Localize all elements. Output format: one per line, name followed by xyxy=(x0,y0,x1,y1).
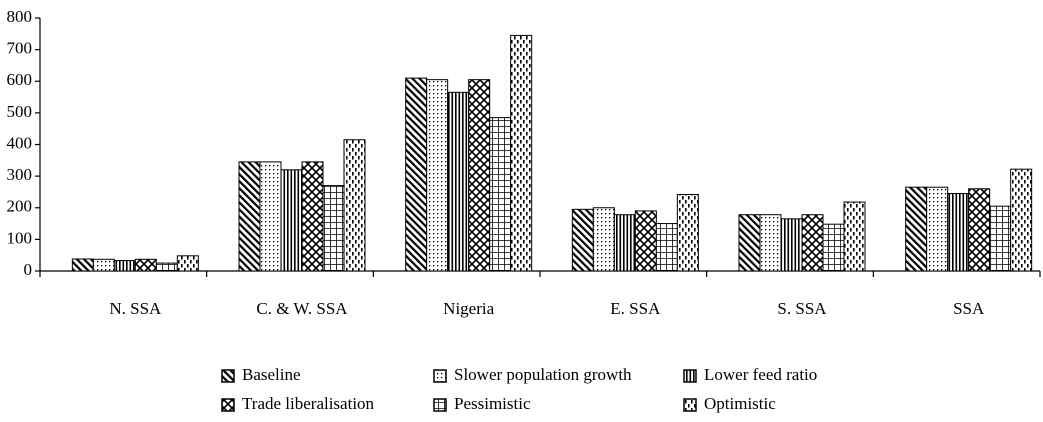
y-tick-label: 400 xyxy=(7,133,33,152)
y-tick-label: 600 xyxy=(7,70,33,89)
bar xyxy=(468,79,491,272)
y-tick-label: 100 xyxy=(7,228,33,247)
bar xyxy=(134,258,157,272)
bar xyxy=(905,186,928,272)
legend-label: Pessimistic xyxy=(454,394,531,413)
bar xyxy=(822,223,845,272)
bar xyxy=(947,193,970,272)
bar xyxy=(238,161,261,272)
legend-swatch xyxy=(433,369,447,383)
bar xyxy=(343,139,366,272)
legend-swatch xyxy=(433,398,447,412)
legend-label: Optimistic xyxy=(704,394,776,413)
bar xyxy=(113,260,136,272)
bar xyxy=(592,207,615,272)
y-tick-label: 800 xyxy=(7,7,33,26)
x-tick-label: E. SSA xyxy=(610,299,661,318)
y-tick-label: 200 xyxy=(7,197,33,216)
legend-label: Trade liberalisation xyxy=(242,394,375,413)
bar xyxy=(1010,168,1033,272)
legend-swatch xyxy=(221,398,235,412)
y-tick-label: 0 xyxy=(24,260,33,279)
bar xyxy=(634,210,657,272)
bar xyxy=(176,255,199,272)
x-tick-label: SSA xyxy=(953,299,985,318)
bar xyxy=(405,77,428,272)
bar xyxy=(843,201,866,272)
bar xyxy=(780,218,803,272)
bar xyxy=(738,214,761,272)
bar xyxy=(655,223,678,272)
bar xyxy=(510,34,533,272)
bar xyxy=(322,185,345,272)
bar xyxy=(571,208,594,272)
x-tick-label: S. SSA xyxy=(777,299,827,318)
y-tick-label: 500 xyxy=(7,102,33,121)
bar xyxy=(613,214,636,272)
bar xyxy=(801,214,824,272)
bar xyxy=(447,91,470,272)
bar xyxy=(989,205,1012,272)
legend-swatch xyxy=(221,369,235,383)
bar xyxy=(92,258,115,272)
bar xyxy=(968,188,991,272)
bar xyxy=(301,161,324,272)
bar xyxy=(759,214,782,272)
bar xyxy=(489,117,512,272)
x-tick-label: C. & W. SSA xyxy=(256,299,348,318)
bar xyxy=(280,169,303,272)
legend-label: Lower feed ratio xyxy=(704,365,817,384)
bar xyxy=(426,79,449,272)
y-tick-label: 700 xyxy=(7,39,33,58)
legend-swatch xyxy=(683,369,697,383)
legend-label: Slower population growth xyxy=(454,365,632,384)
x-tick-label: N. SSA xyxy=(109,299,162,318)
bar xyxy=(155,262,178,272)
bar xyxy=(71,258,94,272)
x-tick-label: Nigeria xyxy=(443,299,494,318)
bar xyxy=(676,193,699,272)
bar xyxy=(926,186,949,272)
y-tick-label: 300 xyxy=(7,165,33,184)
bar xyxy=(259,161,282,272)
legend-swatch xyxy=(683,398,697,412)
legend-label: Baseline xyxy=(242,365,301,384)
